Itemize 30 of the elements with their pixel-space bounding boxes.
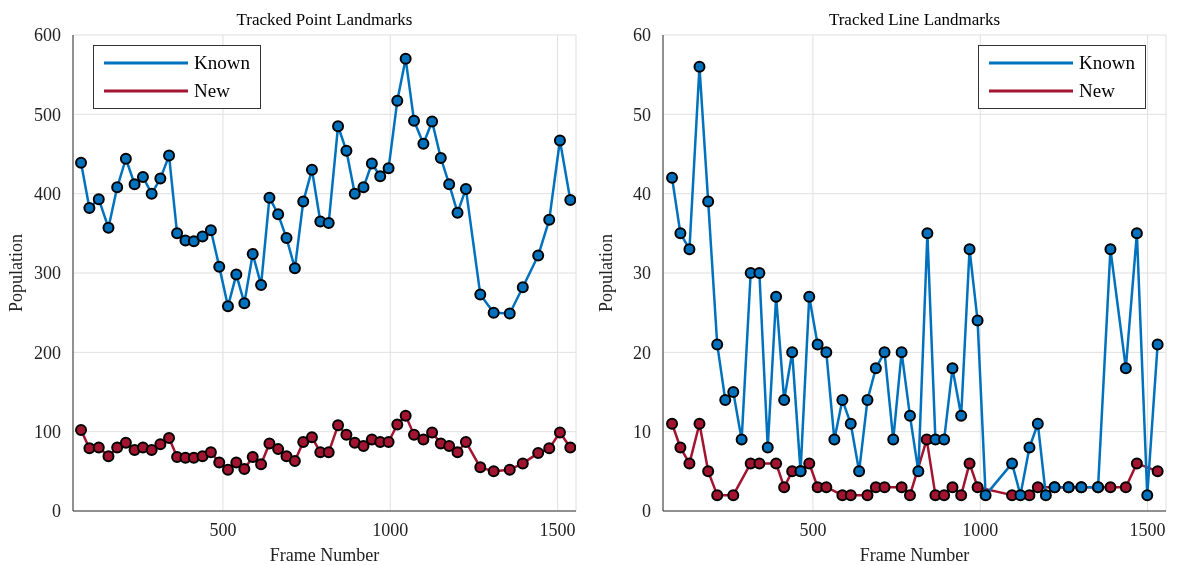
y-tick-label: 60 <box>633 25 651 46</box>
x-axis-title: Frame Number <box>269 545 380 565</box>
y-tick-label: 50 <box>633 104 651 125</box>
y-tick-label: 300 <box>34 263 61 284</box>
y-tick-label: 30 <box>633 263 651 284</box>
x-tick-label: 1500 <box>1129 519 1166 540</box>
y-tick-label: 20 <box>633 342 651 363</box>
x-axis-title: Frame Number <box>859 545 970 565</box>
y-tick-label: 0 <box>642 501 651 522</box>
y-tick-label: 0 <box>52 501 61 522</box>
y-axis-title: Population <box>596 233 617 313</box>
chart-title: Tracked Point Landmarks <box>235 10 414 30</box>
y-tick-label: 100 <box>34 422 61 443</box>
legend-label: New <box>1079 80 1115 102</box>
legend-label: Known <box>1079 52 1135 74</box>
y-tick-label: 10 <box>633 422 651 443</box>
y-tick-label: 40 <box>633 184 651 205</box>
y-axis-title: Population <box>6 233 27 313</box>
y-tick-label: 400 <box>34 184 61 205</box>
x-tick-label: 500 <box>209 519 237 540</box>
y-tick-label: 500 <box>34 104 61 125</box>
x-tick-label: 1500 <box>539 519 576 540</box>
x-tick-label: 1000 <box>372 519 409 540</box>
y-tick-label: 600 <box>34 25 61 46</box>
y-tick-label: 200 <box>34 342 61 363</box>
x-tick-label: 1000 <box>962 519 999 540</box>
legend-label: New <box>194 80 230 102</box>
legend-label: Known <box>194 52 250 74</box>
x-tick-label: 500 <box>799 519 827 540</box>
chart-title: Tracked Line Landmarks <box>827 10 1002 30</box>
